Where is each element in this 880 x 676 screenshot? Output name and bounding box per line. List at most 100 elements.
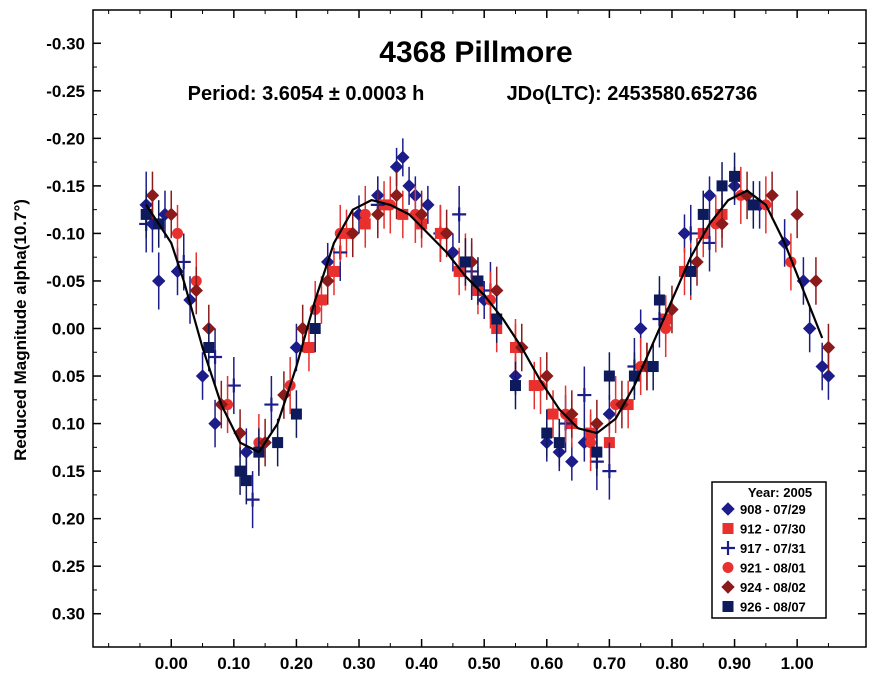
data-point [226, 378, 241, 393]
data-point [553, 437, 565, 449]
y-tick-label: -0.25 [46, 82, 85, 101]
x-tick-label: 0.90 [718, 654, 751, 673]
legend-entry: 921 - 08/01 [722, 561, 806, 576]
data-point [245, 492, 260, 507]
legend-label: 924 - 08/02 [740, 580, 806, 595]
data-point [459, 256, 471, 268]
legend-box [711, 481, 827, 619]
data-point [715, 217, 729, 231]
data-point [660, 323, 672, 334]
data-point [565, 407, 579, 421]
data-point [603, 370, 615, 382]
x-tick-label: 0.30 [342, 654, 375, 673]
y-tick-label: -0.10 [46, 224, 85, 243]
data-point [683, 226, 698, 241]
data-point [565, 454, 579, 469]
y-tick-label: 0.25 [52, 557, 85, 576]
data-point [309, 323, 321, 334]
x-tick-label: 0.40 [405, 654, 438, 673]
data-point [697, 208, 709, 220]
data-point [389, 188, 404, 203]
data-point [685, 265, 697, 277]
data-point [821, 369, 836, 383]
data-point [290, 408, 302, 420]
data-point [591, 446, 603, 458]
data-point [359, 208, 371, 220]
data-point [729, 170, 741, 182]
data-point [653, 294, 665, 306]
legend-marker [722, 523, 734, 534]
data-point [633, 321, 648, 336]
data-point [315, 294, 327, 306]
data-point [602, 464, 617, 479]
legend-entry: 908 - 07/29 [721, 502, 806, 517]
data-point [195, 369, 210, 383]
data-point [802, 321, 817, 336]
legend-label: 912 - 07/30 [740, 522, 806, 537]
data-point [790, 207, 804, 222]
data-point [452, 207, 467, 222]
data-point [240, 475, 252, 487]
x-axis: 0.00 0.10 0.20 0.30 0.40 0.50 0.60 0.70 0.80 0.90… [108, 10, 829, 673]
data-point [577, 388, 592, 403]
data-point [171, 227, 183, 239]
data-point [203, 342, 215, 354]
x-tick-label: 0.80 [655, 654, 688, 673]
data-point [303, 342, 315, 354]
data-point [289, 340, 304, 355]
chart-title: 4368 Pillmore [379, 36, 572, 69]
legend-label: 908 - 07/29 [740, 502, 806, 517]
legend-marker [722, 562, 734, 573]
y-tick-label: 0.15 [52, 462, 85, 481]
y-tick-label: -0.05 [46, 272, 85, 291]
data-point [371, 207, 385, 222]
data-point [208, 416, 222, 431]
data-point [541, 427, 553, 439]
legend-marker [721, 502, 735, 516]
y-tick-label: -0.20 [46, 129, 85, 148]
series-926 [140, 152, 759, 505]
data-point [439, 226, 454, 241]
data-point [809, 274, 823, 288]
data-point [585, 437, 597, 449]
x-tick-label: 0.60 [530, 654, 563, 673]
y-tick-label: -0.15 [46, 177, 85, 196]
legend-marker [721, 541, 735, 555]
data-point [396, 150, 410, 165]
legend-label: 926 - 08/07 [740, 600, 806, 615]
y-tick-label: 0.20 [52, 510, 85, 529]
data-point [145, 188, 160, 203]
data-point [164, 207, 178, 222]
legend-entry: 926 - 08/07 [722, 600, 806, 615]
data-point [414, 207, 429, 222]
legend-entry: 917 - 07/31 [721, 541, 806, 556]
y-tick-label: 0.10 [52, 415, 85, 434]
data-series-layer [139, 138, 836, 529]
data-point [402, 179, 416, 193]
y-axis-label: Reduced Magnitude alpha(10.7°) [11, 199, 30, 461]
data-point [234, 465, 246, 477]
chart-subtitle-epoch: JDo(LTC): 2453580.652736 [507, 83, 758, 105]
chart-subtitle-period: Period: 3.6054 ± 0.0003 h [188, 83, 425, 105]
data-point [321, 274, 335, 288]
fit-curve [145, 189, 824, 454]
data-point [346, 226, 360, 241]
data-point [472, 275, 484, 287]
data-point [690, 255, 704, 269]
data-point [208, 350, 223, 365]
data-point [328, 265, 340, 277]
data-point [509, 380, 521, 392]
legend-entry: 924 - 08/02 [721, 580, 806, 595]
data-point [189, 283, 203, 298]
data-point [716, 180, 728, 192]
data-point [747, 199, 759, 211]
data-point [264, 397, 279, 412]
data-point [815, 359, 829, 374]
data-point [547, 408, 559, 420]
x-tick-label: 0.00 [155, 654, 188, 673]
x-tick-label: 0.50 [468, 654, 501, 673]
legend-title: Year: 2005 [748, 485, 812, 500]
data-point [176, 254, 191, 269]
y-tick-label: 0.05 [52, 367, 85, 386]
